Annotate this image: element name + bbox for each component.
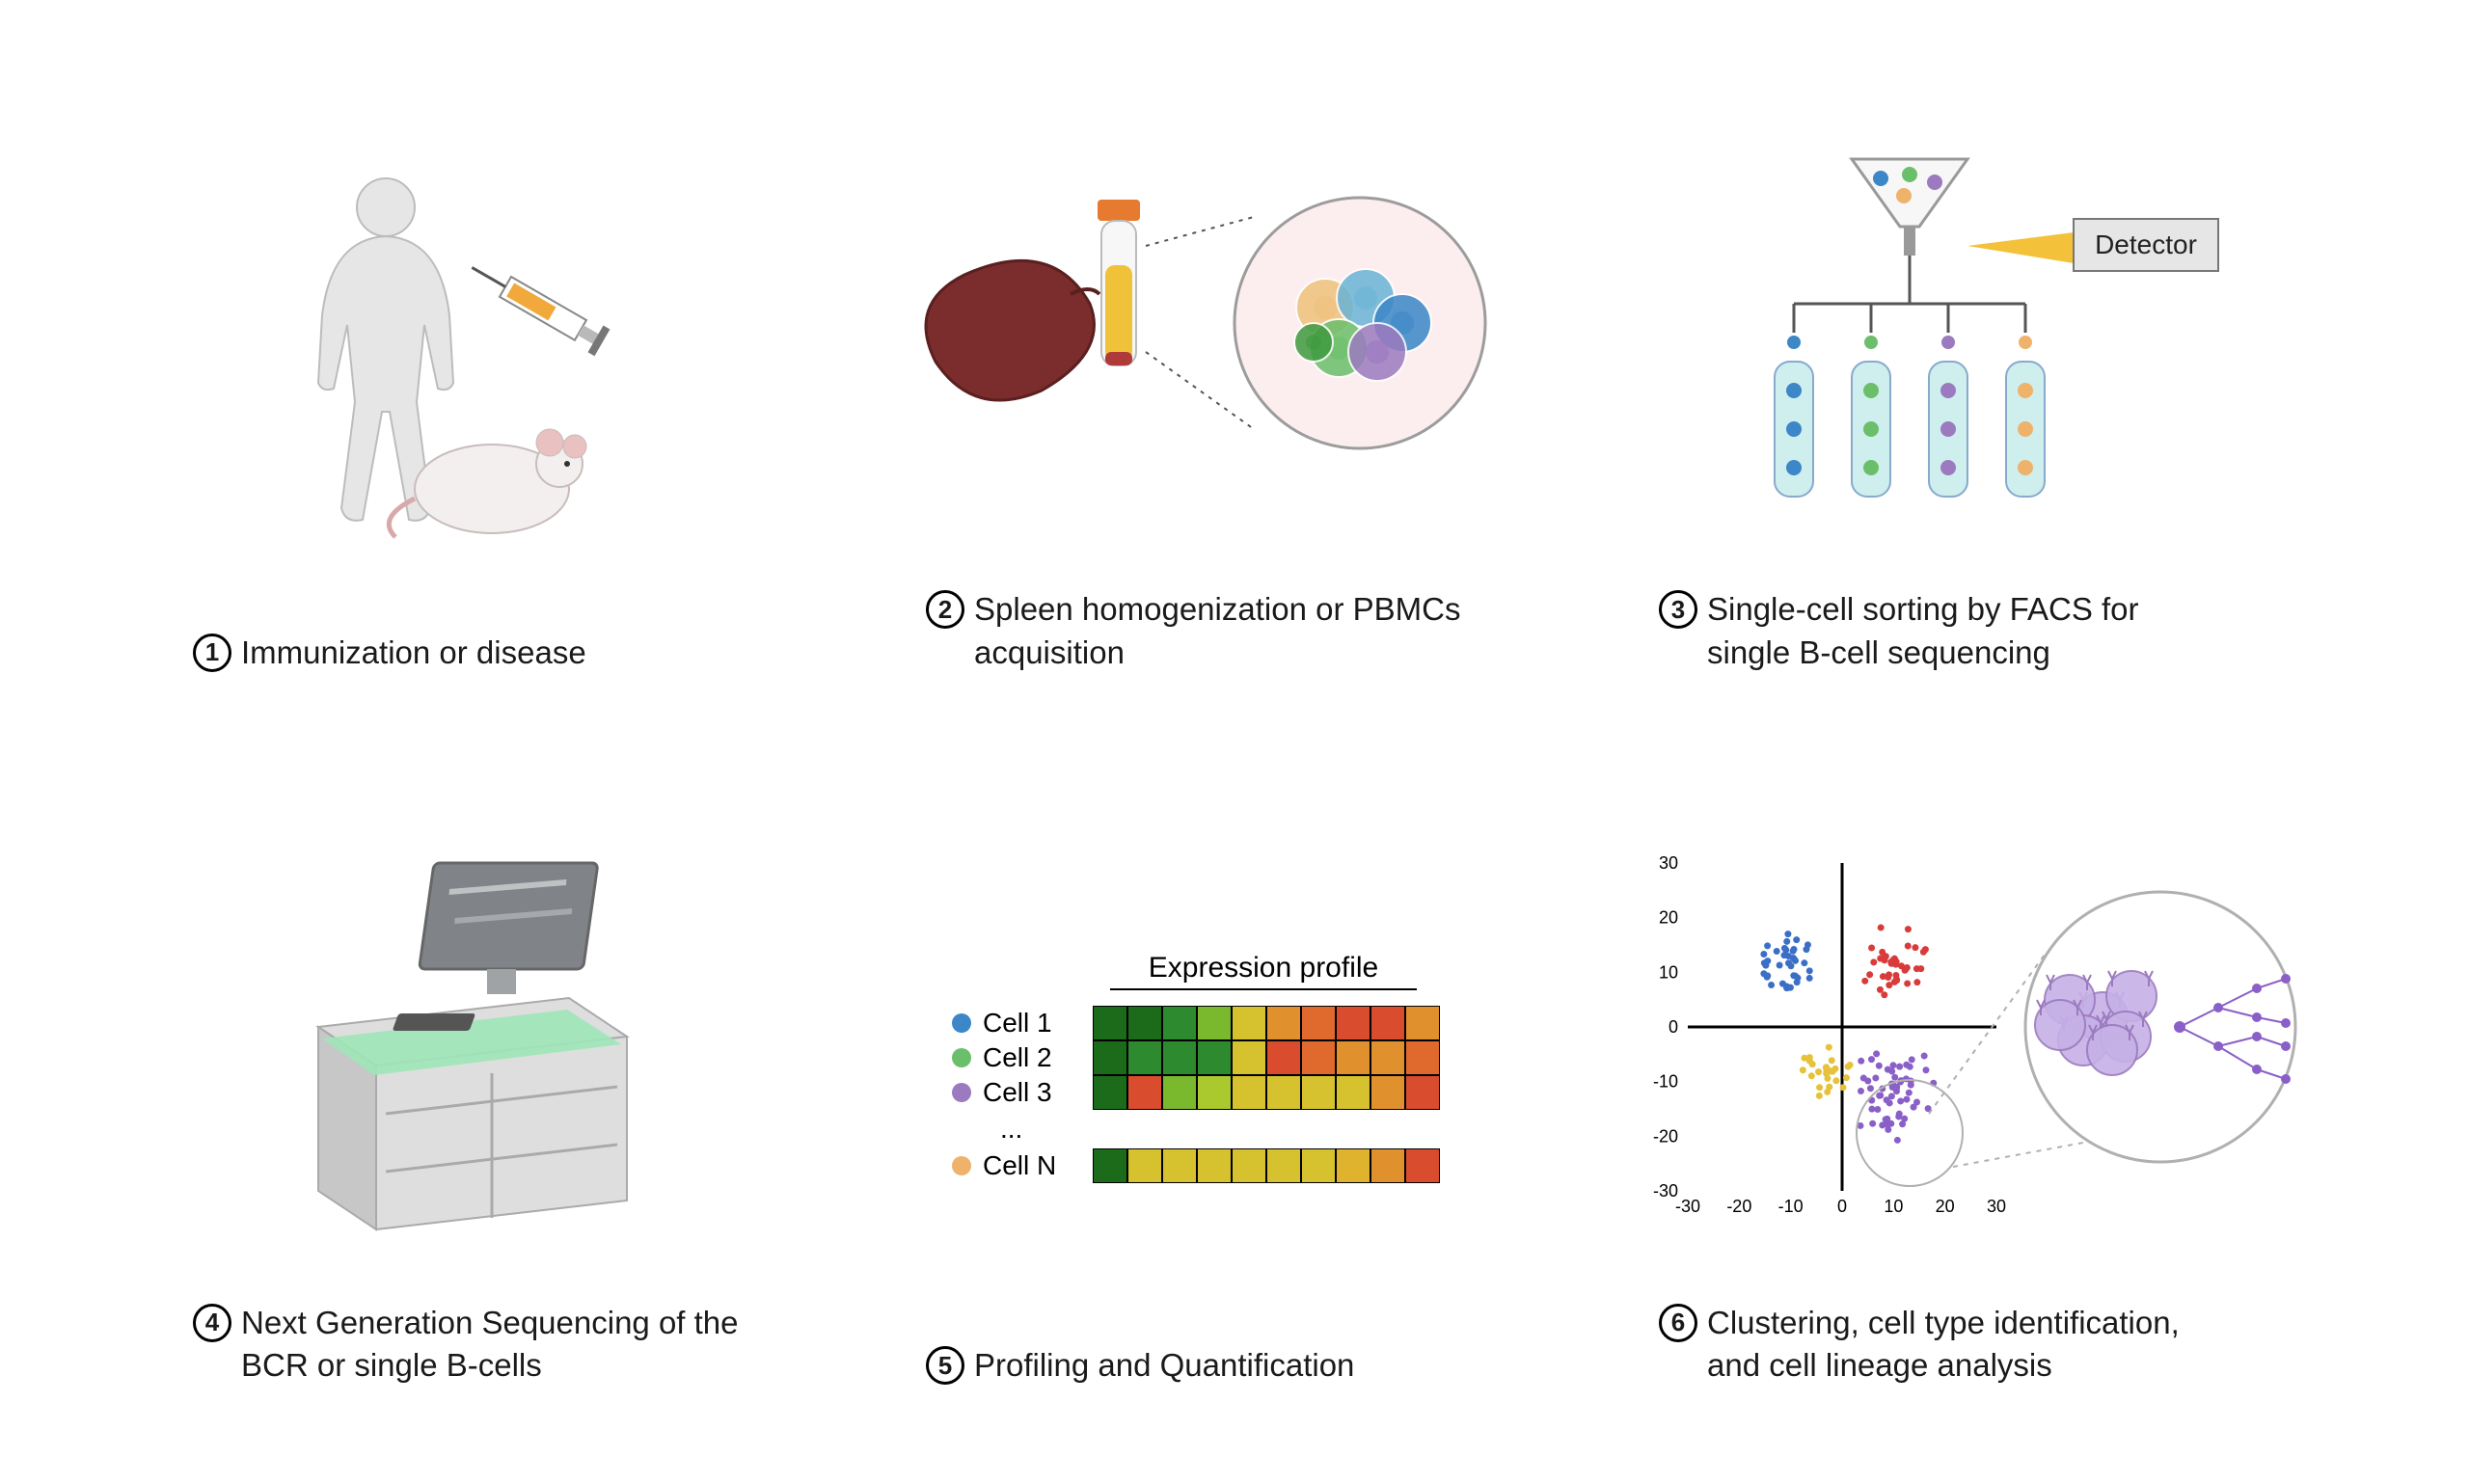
spleen-tube-cells-icon [897,149,1495,516]
svg-text:0: 0 [1669,1017,1678,1037]
panel-clustering: -30-30 -20 -20 -10 -10 0 0 10 10 20 20 30 30 6 Clust… [1620,810,2315,1389]
svg-text:10: 10 [1884,1197,1903,1216]
svg-text:10: 10 [1659,962,1678,982]
step-5-number: 5 [926,1346,964,1385]
sequencer-icon [280,844,646,1249]
panel-immunization: 1 Immunization or disease [154,96,772,675]
step-3-number: 3 [1659,590,1697,629]
step-5-label: Profiling and Quantification [974,1344,1354,1388]
detector-label: Detector [2095,229,2197,259]
svg-text:-10: -10 [1653,1071,1678,1091]
step-4-number: 4 [193,1304,231,1342]
panel-facs: Detector 3 Single-cell sorting by FACS f… [1620,96,2315,675]
svg-text:30: 30 [1987,1197,2006,1216]
illus-heatmap: Expression profile Cell 1Cell 2Cell 3...… [887,810,1505,1345]
panel-profiling: Expression profile Cell 1Cell 2Cell 3...… [887,810,1505,1389]
scatter-lineage-icon: -30-30 -20 -20 -10 -10 0 0 10 10 20 20 30 30 [1620,844,2315,1249]
facs-sorting-icon: Detector [1669,140,2266,526]
illus-ngs [154,810,772,1302]
step-6-label: Clustering, cell type identification, an… [1707,1302,2209,1388]
svg-text:-20: -20 [1726,1197,1751,1216]
illus-facs: Detector [1620,96,2315,588]
svg-text:-30: -30 [1653,1181,1678,1201]
step-1-label: Immunization or disease [241,632,586,675]
svg-text:-10: -10 [1778,1197,1804,1216]
heatmap-row: Cell 1 [952,1006,1440,1040]
illus-spleen [887,96,1505,588]
step-2-label: Spleen homogenization or PBMCs acquisiti… [974,588,1476,674]
heatmap-row: Cell 2 [952,1040,1440,1075]
svg-text:20: 20 [1936,1197,1955,1216]
svg-text:-20: -20 [1653,1126,1678,1146]
svg-text:30: 30 [1659,853,1678,873]
heatmap-row: Cell N [952,1148,1440,1183]
heatmap-ellipsis: ... [1000,1114,1440,1145]
step-6-number: 6 [1659,1304,1697,1342]
svg-text:-30: -30 [1675,1197,1700,1216]
human-mouse-syringe-icon [280,161,646,547]
step-1-number: 1 [193,634,231,672]
step-3-label: Single-cell sorting by FACS for single B… [1707,588,2209,674]
panel-spleen: 2 Spleen homogenization or PBMCs acquisi… [887,96,1505,675]
step-2-number: 2 [926,590,964,629]
panel-ngs: 4 Next Generation Sequencing of the BCR … [154,810,772,1389]
step-4-label: Next Generation Sequencing of the BCR or… [241,1302,743,1388]
illus-clustering: -30-30 -20 -20 -10 -10 0 0 10 10 20 20 30 30 [1620,810,2315,1302]
svg-text:20: 20 [1659,907,1678,927]
heatmap-title: Expression profile [1110,952,1417,990]
heatmap-row: Cell 3 [952,1075,1440,1110]
illus-immunization [154,96,772,632]
svg-text:0: 0 [1837,1197,1847,1216]
